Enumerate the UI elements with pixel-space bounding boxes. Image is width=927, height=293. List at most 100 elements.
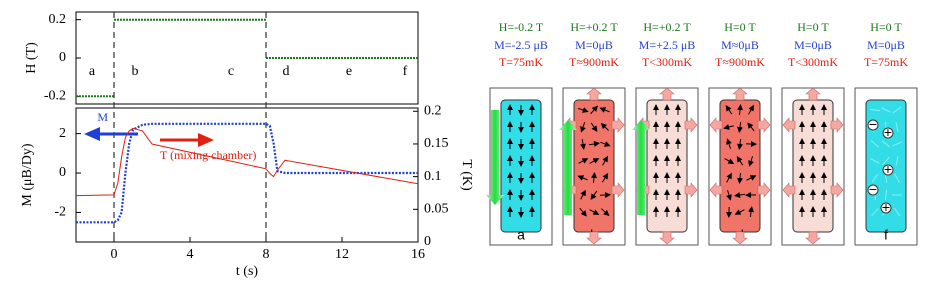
spin [600, 141, 611, 147]
spin [881, 140, 891, 148]
spin [726, 172, 732, 183]
plot-frame [75, 107, 419, 243]
field-arrow [559, 120, 577, 215]
y-tick-label: -0.2 [44, 89, 66, 104]
temperature-label: T=75mK [864, 55, 908, 69]
spin [588, 141, 600, 147]
heat-arrow [611, 117, 625, 133]
spin [871, 173, 879, 183]
y-tick-label: 0.2 [49, 12, 67, 27]
x-tick-label: 8 [263, 247, 270, 262]
charge-sign: + [884, 124, 892, 140]
spin [870, 158, 880, 164]
phase-letter: c [228, 64, 234, 79]
y2-axis-label: T (K) [459, 159, 474, 191]
y-axis-label: H (T) [24, 42, 39, 74]
spin [580, 138, 586, 150]
field-arrow [632, 120, 650, 215]
spin [895, 155, 899, 167]
spin [725, 105, 733, 115]
field-label: H=0 T [870, 20, 902, 34]
x-tick-label: 12 [335, 247, 349, 262]
temperature-label: T≈900mK [715, 55, 765, 69]
heat-arrow [659, 87, 675, 101]
spin [600, 122, 609, 131]
spin [599, 107, 610, 113]
series-label: M [97, 110, 108, 124]
heat-arrow [586, 231, 602, 245]
spin [748, 206, 754, 218]
temperature-label: T<300mK [788, 55, 838, 69]
spin [580, 122, 586, 133]
x-tick-label: 16 [411, 247, 425, 262]
spin [577, 175, 588, 181]
charge [882, 164, 894, 176]
phase-letter: a [89, 64, 96, 79]
charge [867, 184, 879, 196]
y2-tick-label: 0.05 [424, 202, 449, 217]
data-line [76, 18, 418, 98]
moment-label: M=0μB [867, 38, 905, 52]
spin [892, 106, 902, 114]
phase-letter: e [346, 64, 352, 79]
charge-sign: − [869, 116, 877, 132]
spin [892, 141, 902, 147]
spin [723, 124, 734, 130]
spin [869, 109, 881, 111]
moment-label: M=-2.5 μB [494, 38, 548, 52]
field-label: H=+0.2 T [643, 20, 691, 34]
panel-letter: a [517, 227, 525, 243]
y-tick-label: 0 [59, 165, 66, 180]
y2-tick-label: 0.1 [424, 169, 442, 184]
phase-letter: f [403, 64, 408, 79]
heat-arrow [709, 117, 723, 133]
heat-arrow [757, 182, 771, 198]
spin [734, 209, 745, 215]
field-label: H=+0.2 T [570, 20, 618, 34]
heat-arrow [732, 231, 748, 245]
charge-sign: + [882, 199, 890, 215]
phase-letter: d [283, 64, 290, 79]
charge-sign: − [869, 181, 877, 197]
heat-arrow [830, 117, 844, 133]
x-tick-label: 0 [111, 247, 118, 262]
spin [737, 172, 743, 184]
heat-arrow [830, 182, 844, 198]
charge-sign: + [884, 161, 892, 177]
y-tick-label: 0 [59, 50, 66, 65]
x-tick-label: 4 [187, 247, 194, 262]
y2-tick-label: 0.15 [424, 136, 449, 151]
spin [737, 138, 743, 150]
temperature-label: T<300mK [642, 55, 692, 69]
moment-label: M=0μB [575, 38, 613, 52]
spin [893, 207, 901, 217]
heat-arrow [684, 182, 698, 198]
heat-arrow [611, 182, 625, 198]
y-tick-label: -2 [54, 205, 66, 220]
spin [590, 122, 598, 132]
spin [737, 104, 743, 116]
spin [748, 104, 754, 115]
spin [589, 158, 600, 164]
heat-arrow [805, 231, 821, 245]
spin [734, 192, 746, 198]
spin [590, 105, 598, 115]
spin [579, 207, 587, 217]
heat-arrow [782, 117, 796, 133]
heat-arrow [709, 182, 723, 198]
y-tick-label: 2 [59, 126, 66, 141]
y-axis-label: M (μB/Dy) [20, 143, 35, 206]
spin [724, 158, 735, 164]
spin [578, 107, 589, 113]
charge [880, 202, 892, 214]
spin [578, 158, 589, 164]
spin [591, 172, 597, 184]
spin [884, 189, 888, 201]
spin [589, 209, 600, 215]
spin [600, 208, 610, 217]
heat-arrow [586, 87, 602, 101]
moment-label: M=+2.5 μB [639, 38, 696, 52]
charge [867, 119, 879, 131]
spin [726, 190, 732, 201]
charge [882, 127, 894, 139]
